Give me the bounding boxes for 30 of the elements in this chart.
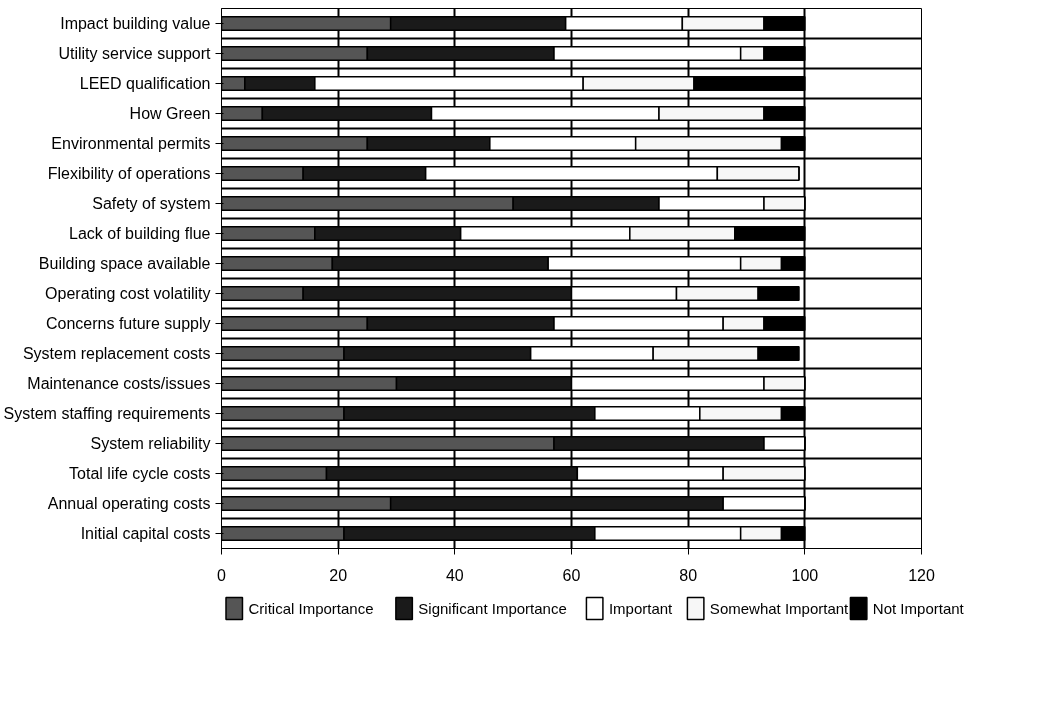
x-tick-label: 80 (679, 566, 698, 584)
y-tick-label: Total life cycle costs (69, 465, 211, 482)
x-tick-label: 40 (445, 566, 464, 584)
x-tick-label: 100 (791, 566, 819, 584)
y-tick-label: Initial capital costs (80, 525, 211, 542)
y-tick-label: Building space available (38, 255, 211, 272)
y-tick-label: Flexibility of operations (47, 165, 211, 182)
y-tick-label: Maintenance costs/issues (27, 375, 211, 392)
y-tick-label: Operating cost volatility (45, 285, 211, 302)
x-tick-label: 120 (908, 566, 935, 584)
y-tick-label: System replacement costs (22, 345, 211, 362)
x-tick-label: 0 (217, 566, 227, 584)
y-tick-label: Environmental permits (51, 135, 211, 152)
legend-label: Somewhat Important (709, 600, 850, 617)
y-tick-label: Concerns future supply (45, 315, 211, 332)
y-tick-label: Impact building value (60, 15, 211, 32)
y-tick-label: LEED qualification (79, 75, 211, 92)
legend-label: Significant Importance (418, 600, 567, 617)
legend-label: Not Important (872, 600, 965, 617)
y-tick-label: How Green (129, 105, 211, 122)
y-tick-label: Utility service support (58, 45, 212, 62)
x-tick-label: 60 (562, 566, 581, 584)
x-tick-label: 20 (329, 566, 348, 584)
y-tick-label: Safety of system (92, 195, 211, 212)
y-tick-label: System reliability (90, 435, 211, 452)
legend-label: Critical Importance (248, 600, 374, 617)
y-tick-label: Lack of building flue (69, 225, 211, 242)
y-tick-label: System staffing requirements (3, 405, 211, 422)
y-tick-label: Annual operating costs (47, 495, 211, 512)
legend-label: Important (608, 600, 674, 617)
